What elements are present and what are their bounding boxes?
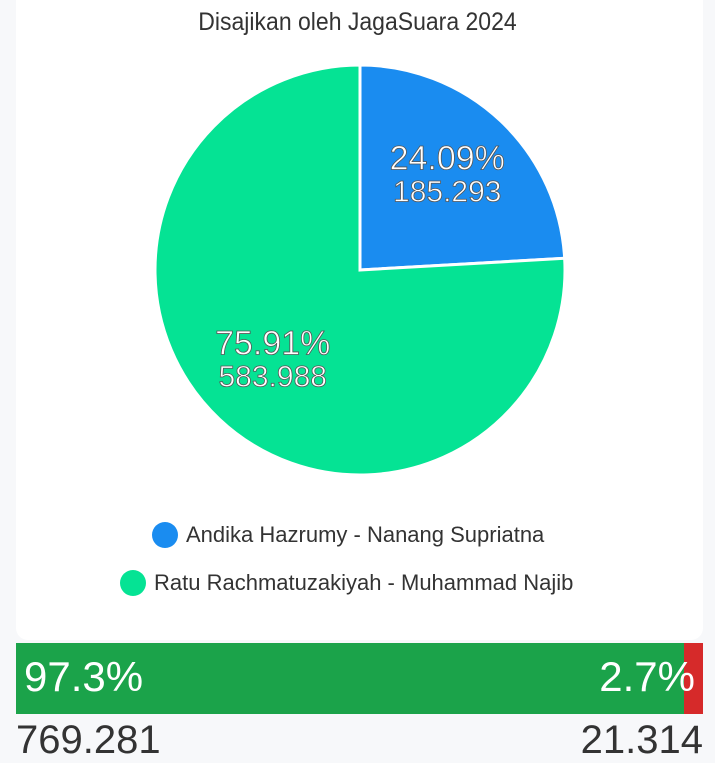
progress-right-count: 21.314: [580, 718, 703, 762]
pie-value-label-1: 583.988: [219, 360, 327, 393]
legend-item-0[interactable]: Andika Hazrumy - Nanang Supriatna: [152, 522, 544, 548]
pie-percent-label-1: 75.91%: [215, 324, 330, 362]
vote-progress-bar: 97.3% 2.7%: [16, 643, 703, 714]
legend-label: Ratu Rachmatuzakiyah - Muhammad Najib: [154, 570, 574, 595]
progress-right-segment: [684, 643, 703, 714]
legend-dot-icon: [120, 570, 146, 596]
pie-slice-1[interactable]: [153, 63, 567, 477]
chart-subtitle: Disajikan oleh JagaSuara 2024: [198, 8, 517, 36]
progress-left-count: 769.281: [16, 718, 161, 762]
legend-dot-icon: [152, 522, 178, 548]
progress-right-label: 2.7%: [599, 653, 695, 700]
progress-left-label: 97.3%: [24, 653, 144, 700]
pie-value-label-0: 185.293: [393, 176, 501, 209]
pie-slice-0[interactable]: [358, 63, 567, 272]
pie-percent-label-0: 24.09%: [390, 140, 505, 178]
legend-item-1[interactable]: Ratu Rachmatuzakiyah - Muhammad Najib: [120, 570, 573, 596]
legend-label: Andika Hazrumy - Nanang Supriatna: [186, 522, 545, 547]
pie-chart: 24.09%185.293 75.91%583.988: [153, 63, 567, 477]
